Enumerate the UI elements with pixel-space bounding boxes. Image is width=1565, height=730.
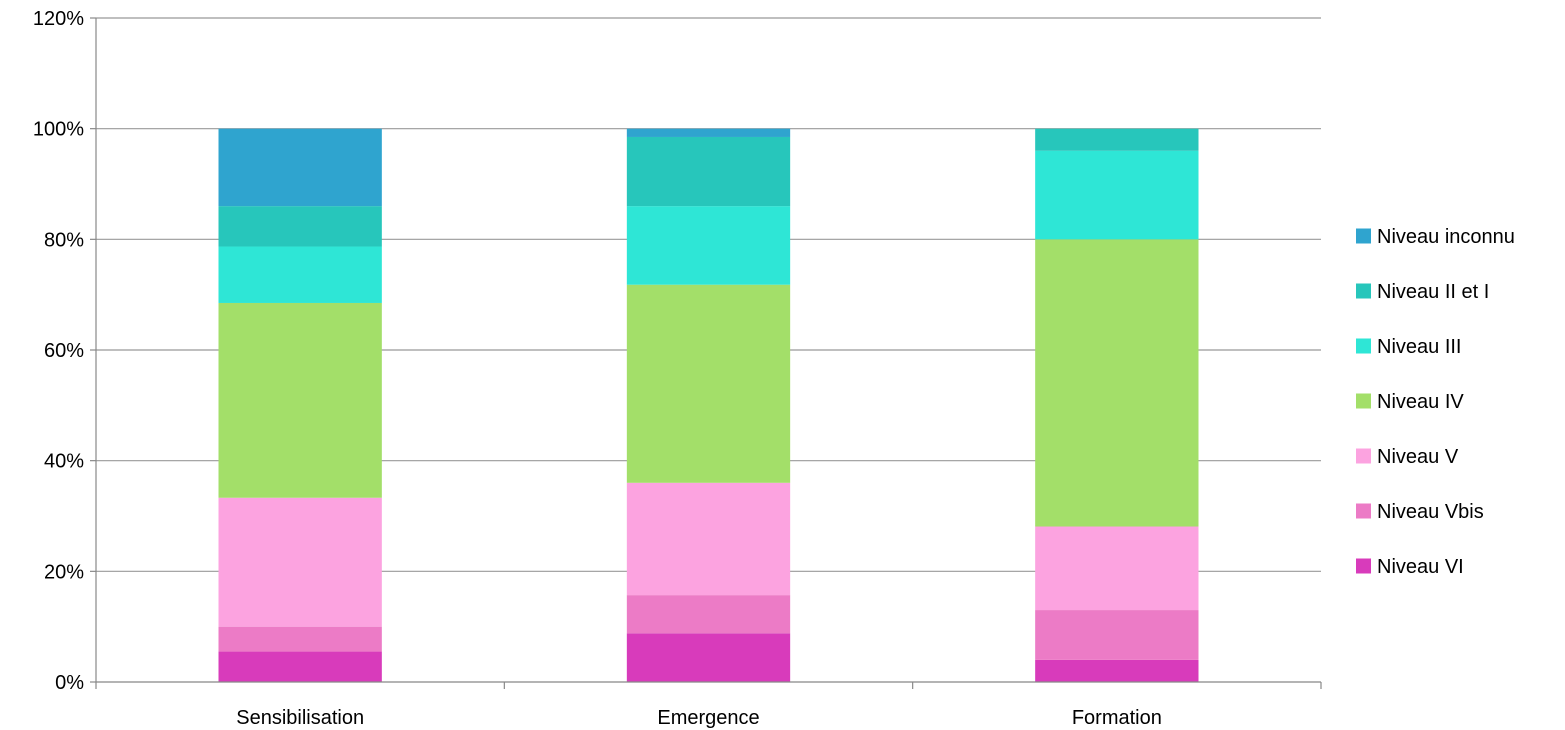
x-category-label: Formation <box>1072 707 1162 729</box>
bar-segment <box>218 128 382 207</box>
bar-segment <box>626 595 791 634</box>
bar-segment <box>626 206 791 285</box>
bar-segment <box>1035 150 1199 240</box>
bar-segment <box>1035 128 1199 151</box>
legend-swatch <box>1356 283 1371 299</box>
legend-label: Niveau VI <box>1377 556 1464 578</box>
y-tick-label: 40% <box>44 451 84 473</box>
bar-segment <box>626 633 791 682</box>
y-tick-label: 80% <box>44 229 84 251</box>
y-tick-label: 60% <box>44 340 84 362</box>
bar-segment <box>626 136 791 207</box>
bar-segment <box>218 626 382 652</box>
legend-swatch <box>1356 558 1371 574</box>
bar-segment <box>626 284 791 483</box>
legend-swatch <box>1356 503 1371 519</box>
bar-segment <box>218 651 382 682</box>
legend-swatch <box>1356 393 1371 409</box>
legend: Niveau inconnu Niveau II et I Niveau III Ni… <box>1356 226 1515 578</box>
legend-swatch <box>1356 338 1371 354</box>
bar-segment <box>218 206 382 247</box>
x-category-label: Sensibilisation <box>236 707 364 729</box>
y-tick-label: 20% <box>44 561 84 583</box>
bar-segment <box>1035 526 1199 611</box>
bar-segment <box>218 246 382 303</box>
bar-segment <box>1035 659 1199 682</box>
bar-segment <box>626 482 791 596</box>
y-tick-label: 120% <box>33 8 84 30</box>
axes: 0% 20% 40% 60% 80% 100% 120% Sensibilisation Eme… <box>33 8 1322 729</box>
legend-label: Niveau III <box>1377 336 1461 358</box>
y-tick-label: 100% <box>33 119 84 141</box>
bar-segment <box>626 128 791 137</box>
legend-swatch <box>1356 228 1371 244</box>
legend-label: Niveau V <box>1377 446 1459 468</box>
bar-segment <box>218 302 382 498</box>
y-tick-label: 0% <box>55 672 84 694</box>
legend-label: Niveau Vbis <box>1377 501 1484 523</box>
bar-segment <box>218 497 382 627</box>
bars <box>218 128 1199 682</box>
bar-segment <box>1035 610 1199 660</box>
bar-segment <box>1035 239 1199 527</box>
legend-swatch <box>1356 448 1371 464</box>
legend-label: Niveau II et I <box>1377 281 1489 303</box>
x-category-label: Emergence <box>657 707 759 729</box>
legend-label: Niveau inconnu <box>1377 226 1515 248</box>
legend-label: Niveau IV <box>1377 391 1464 413</box>
